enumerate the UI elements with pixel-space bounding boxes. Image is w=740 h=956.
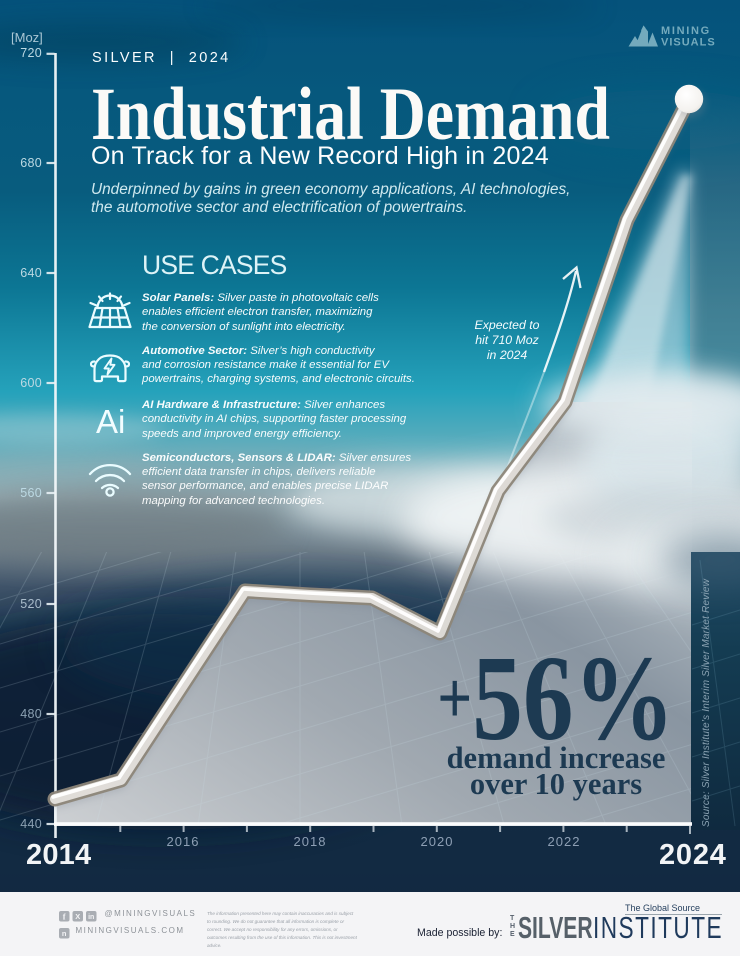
- svg-text:VISUALS: VISUALS: [661, 37, 716, 49]
- svg-text:n: n: [62, 929, 67, 938]
- svg-text:MINING: MINING: [661, 25, 711, 37]
- svg-text:in: in: [88, 914, 94, 921]
- svg-text:f: f: [63, 911, 66, 921]
- svg-text:X: X: [75, 912, 80, 921]
